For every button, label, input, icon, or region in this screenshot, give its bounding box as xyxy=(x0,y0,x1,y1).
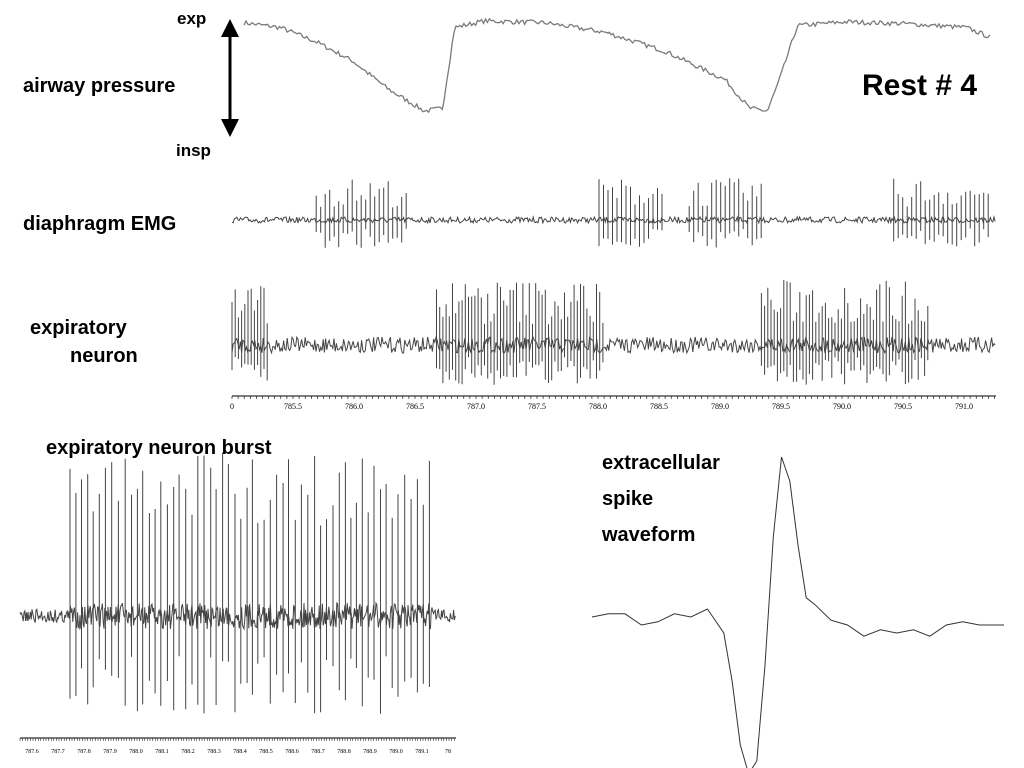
x-tick-label: 786.5 xyxy=(406,402,424,411)
x-tick-label: 789.0 xyxy=(711,402,729,411)
burst-2 xyxy=(436,282,604,385)
burst-x-tick-label: 788.1 xyxy=(155,749,169,755)
minor-ticks xyxy=(231,396,995,399)
burst-x-tick-label: 78 xyxy=(445,749,451,755)
x-tick-label: 786.0 xyxy=(345,402,363,411)
burst-x-tick-label: 787.6 xyxy=(25,749,39,755)
burst-x-tick-label: 787.7 xyxy=(51,749,65,755)
x-tick-label: 787.5 xyxy=(528,402,546,411)
burst-spikes xyxy=(69,452,430,714)
burst-x-tick-label: 788.8 xyxy=(337,749,351,755)
burst-x-tick-label: 788.7 xyxy=(311,749,325,755)
burst-label: expiratory neuron burst xyxy=(46,437,272,459)
airway-pressure-trace xyxy=(243,17,991,114)
expiratory-label-2: neuron xyxy=(70,345,138,367)
insp-label: insp xyxy=(176,141,211,160)
spike-label-1: extracellular xyxy=(602,452,720,474)
burst-x-tick-label: 789.0 xyxy=(389,749,403,755)
x-tick-label: 0 xyxy=(230,402,234,411)
burst-4 xyxy=(893,178,989,247)
x-tick-label: 790.0 xyxy=(833,402,851,411)
burst-1 xyxy=(315,179,407,248)
airway-pressure-label: airway pressure xyxy=(23,75,175,97)
burst-x-tick-label: 787.9 xyxy=(103,749,117,755)
diaphragm-emg-label: diaphragm EMG xyxy=(23,213,176,235)
burst-x-tick-label: 788.9 xyxy=(363,749,377,755)
expiratory-label-1: expiratory xyxy=(30,317,128,339)
expiratory-neuron-trace xyxy=(231,280,996,385)
rest-title: Rest # 4 xyxy=(862,69,977,102)
burst-x-tick-label: 788.4 xyxy=(233,749,247,755)
spike-label-2: spike xyxy=(602,488,653,510)
burst-1 xyxy=(231,286,268,381)
burst-x-tick-label: 788.0 xyxy=(129,749,143,755)
trace-baseline xyxy=(231,335,996,355)
x-tick-label: 788.0 xyxy=(589,402,607,411)
trace-baseline xyxy=(231,215,996,225)
burst-x-tick-label: 788.5 xyxy=(259,749,273,755)
burst-time-axis: 787.6 787.7 787.8 787.9 788.0 788.1 788.2 788.3… xyxy=(19,737,456,755)
burst-x-tick-label: 789.1 xyxy=(415,749,429,755)
x-tick-label: 791.0 xyxy=(955,402,973,411)
burst-x-tick-label: 788.6 xyxy=(285,749,299,755)
x-tick-label: 785.5 xyxy=(284,402,302,411)
burst-trace xyxy=(19,452,456,714)
burst-2 xyxy=(598,179,663,247)
burst-minor-ticks xyxy=(19,738,455,741)
burst-3 xyxy=(760,280,929,385)
burst-x-tick-label: 787.8 xyxy=(77,749,91,755)
x-tick-label: 790.5 xyxy=(894,402,912,411)
x-tick-label: 788.5 xyxy=(650,402,668,411)
exp-label: exp xyxy=(177,9,206,28)
time-axis: 0 785.5 786.0 786.5 787.0 787.5 788.0 788.5 789.… xyxy=(230,395,996,411)
spike-label-3: waveform xyxy=(601,524,695,546)
burst-x-tick-label: 788.3 xyxy=(207,749,221,755)
x-tick-label: 787.0 xyxy=(467,402,485,411)
x-tick-label: 789.5 xyxy=(772,402,790,411)
diaphragm-emg-trace xyxy=(231,178,996,248)
burst-baseline xyxy=(19,601,456,631)
spike-waveform-trace xyxy=(591,456,1004,768)
burst-3 xyxy=(688,178,762,248)
burst-x-tick-label: 788.2 xyxy=(181,749,195,755)
